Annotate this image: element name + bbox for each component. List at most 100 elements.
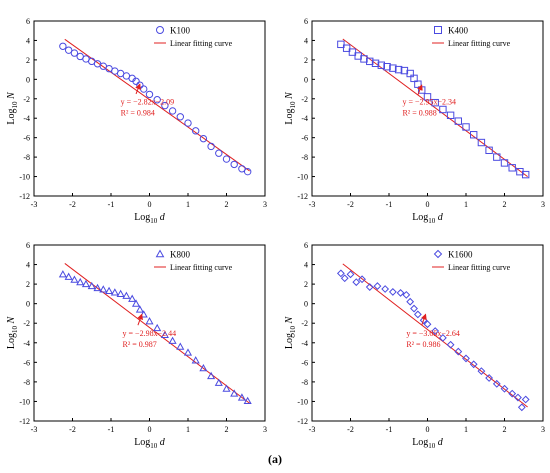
annotation-equation: y = −2.98x−2.44 — [123, 329, 177, 338]
data-point — [446, 111, 455, 120]
data-point — [517, 403, 526, 412]
data-point — [243, 167, 252, 176]
data-point — [446, 340, 455, 349]
x-tick-label: 0 — [426, 200, 430, 209]
data-point — [383, 62, 391, 71]
data-point — [500, 159, 509, 167]
x-tick-label: 0 — [148, 425, 152, 434]
data-point — [410, 74, 418, 83]
data-point — [514, 393, 522, 402]
x-tick-label: -2 — [69, 425, 76, 434]
x-tick-label: 1 — [464, 200, 468, 209]
x-axis-label: Log10 d — [134, 212, 166, 225]
data-point — [153, 96, 161, 104]
data-point — [462, 354, 470, 363]
legend-marker — [434, 26, 442, 34]
data-point — [485, 374, 494, 382]
x-tick-label: -1 — [386, 425, 393, 434]
x-tick-label: 1 — [186, 425, 190, 434]
y-tick-label: -4 — [23, 114, 30, 123]
data-point — [230, 389, 239, 397]
data-point — [342, 44, 351, 52]
data-point — [423, 93, 432, 101]
data-point — [135, 305, 144, 313]
y-axis-label: Log10 N — [284, 91, 297, 125]
data-point — [373, 282, 382, 290]
x-tick-label: 1 — [186, 200, 190, 209]
data-point — [521, 170, 530, 179]
y-tick-label: -8 — [301, 153, 308, 162]
y-tick-label: -10 — [297, 397, 308, 406]
data-point — [214, 378, 223, 386]
data-point — [521, 395, 530, 404]
y-tick-label: -6 — [23, 358, 30, 367]
y-tick-label: -2 — [23, 95, 30, 104]
data-point — [477, 138, 486, 147]
y-axis-label: Log10 N — [284, 316, 297, 350]
x-axis-label: Log10 d — [412, 437, 444, 450]
data-point — [439, 105, 447, 114]
data-point — [454, 347, 463, 356]
y-tick-label: -10 — [297, 173, 308, 182]
y-tick-label: -10 — [19, 397, 30, 406]
y-tick-label: 6 — [26, 241, 30, 250]
data-point — [176, 113, 185, 121]
data-point — [76, 277, 85, 286]
data-point — [500, 384, 509, 393]
data-point — [238, 165, 246, 173]
data-point — [145, 90, 154, 99]
x-tick-label: 2 — [225, 200, 229, 209]
data-point — [207, 371, 216, 380]
data-point — [116, 289, 125, 297]
y-tick-label: -10 — [19, 173, 30, 182]
data-point — [410, 304, 418, 313]
annotation-r2: R² = 0.984 — [121, 109, 155, 118]
data-point — [199, 363, 208, 372]
legend-label-fit: Linear fitting curve — [170, 39, 233, 48]
data-point — [168, 336, 177, 344]
y-tick-label: 0 — [26, 75, 30, 84]
data-point — [184, 119, 192, 127]
x-tick-label: -3 — [31, 200, 38, 209]
data-point — [176, 342, 185, 350]
x-tick-label: 3 — [263, 200, 267, 209]
x-tick-label: 3 — [263, 425, 267, 434]
data-point — [389, 64, 397, 72]
y-tick-label: -2 — [301, 319, 308, 328]
data-point — [183, 348, 193, 356]
y-axis-label: Log10 N — [6, 316, 19, 350]
data-point — [153, 323, 162, 332]
y-tick-label: -8 — [23, 153, 30, 162]
x-tick-label: 2 — [503, 425, 507, 434]
data-point — [191, 356, 200, 364]
data-point — [87, 281, 96, 290]
y-tick-label: 2 — [304, 280, 308, 289]
legend-marker — [155, 249, 165, 258]
annotation-r2: R² = 0.987 — [123, 340, 157, 349]
x-axis-label: Log10 d — [134, 437, 166, 450]
annotation-equation: y = −2.95x−2.34 — [402, 98, 456, 107]
annotation-arrow — [421, 313, 427, 326]
x-axis-label: Log10 d — [412, 212, 444, 225]
data-point — [168, 107, 177, 115]
data-point — [336, 269, 345, 278]
y-tick-label: 0 — [304, 300, 308, 309]
x-tick-label: -1 — [386, 200, 393, 209]
data-point — [340, 274, 349, 283]
y-tick-label: -6 — [301, 134, 308, 143]
data-point — [462, 123, 470, 131]
data-point — [508, 389, 517, 398]
annotation-arrow — [137, 313, 143, 326]
data-point — [70, 49, 79, 57]
data-point — [492, 379, 501, 388]
data-point — [93, 283, 102, 292]
fit-line — [342, 263, 528, 408]
x-tick-label: -1 — [108, 200, 115, 209]
data-point — [105, 286, 114, 295]
data-point — [438, 333, 447, 342]
legend-marker — [433, 249, 443, 259]
data-point — [64, 46, 73, 54]
